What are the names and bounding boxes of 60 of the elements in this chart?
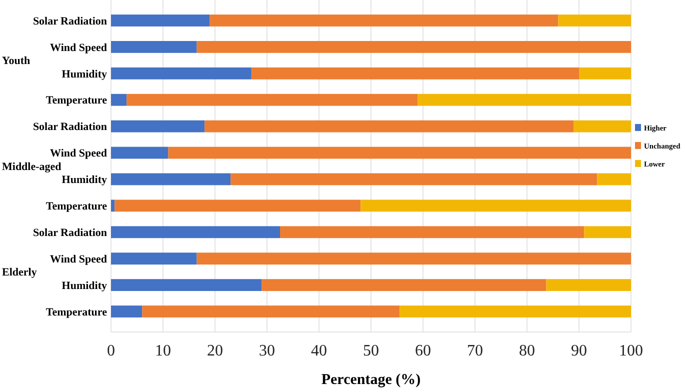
bar [546,279,631,291]
bar [142,306,400,318]
bar [579,67,631,80]
x-axis-title: Percentage (%) [321,372,421,388]
bar [111,14,210,26]
bar [360,200,631,212]
y-tick-label: Temperature [46,94,108,107]
bar [597,173,631,186]
x-tick-label: 70 [467,342,483,360]
bar [196,41,631,53]
x-tick-label: 40 [311,342,327,360]
bar [230,173,598,186]
y-tick-label: Solar Radiation [32,226,107,239]
bar [418,94,631,106]
bar [262,279,546,291]
bar [111,67,252,80]
y-tick-label: Humidity [62,174,108,186]
text: Middle-aged [2,160,62,173]
x-tick-label: 0 [107,342,115,360]
bar [196,252,631,265]
bar [111,120,205,132]
bar [111,226,280,238]
bar [204,120,574,132]
x-tick-label: 80 [519,342,535,360]
bar [111,279,262,291]
x-tick-label: 10 [155,342,171,360]
y-tick-label: Temperature [46,306,108,318]
y-tick-label: Solar Radiation [32,121,107,134]
y-tick-label: Humidity [62,280,108,292]
x-tick-label: 100 [619,342,643,360]
x-tick-label: 60 [415,342,431,360]
bar [111,146,168,159]
text: Youth [2,55,30,68]
x-tick-label: 90 [571,342,587,360]
text: Elderly [2,266,38,279]
bar [111,41,197,53]
x-tick-label: 20 [207,342,223,360]
bar [280,226,584,238]
bar [400,306,631,318]
x-tick-label: 30 [259,342,275,360]
bar [168,146,631,159]
x-tick-label: 50 [363,342,379,360]
bar [126,94,418,106]
y-tick-label: Humidity [62,68,108,80]
bar [111,252,197,265]
y-tick-label: Wind Speed [50,253,107,266]
y-tick-label: Wind Speed [50,42,107,54]
bar [111,306,142,318]
bar [558,14,631,26]
bar [210,14,558,26]
y-tick-label: Solar Radiation [32,15,107,28]
y-tick-label: Wind Speed [50,148,107,160]
bar [111,173,231,186]
y-tick-label: Temperature [46,200,108,213]
bar [111,200,115,212]
bar [251,67,579,80]
bar [114,200,361,212]
bar [584,226,631,238]
bar [111,94,127,106]
bar [574,120,631,132]
